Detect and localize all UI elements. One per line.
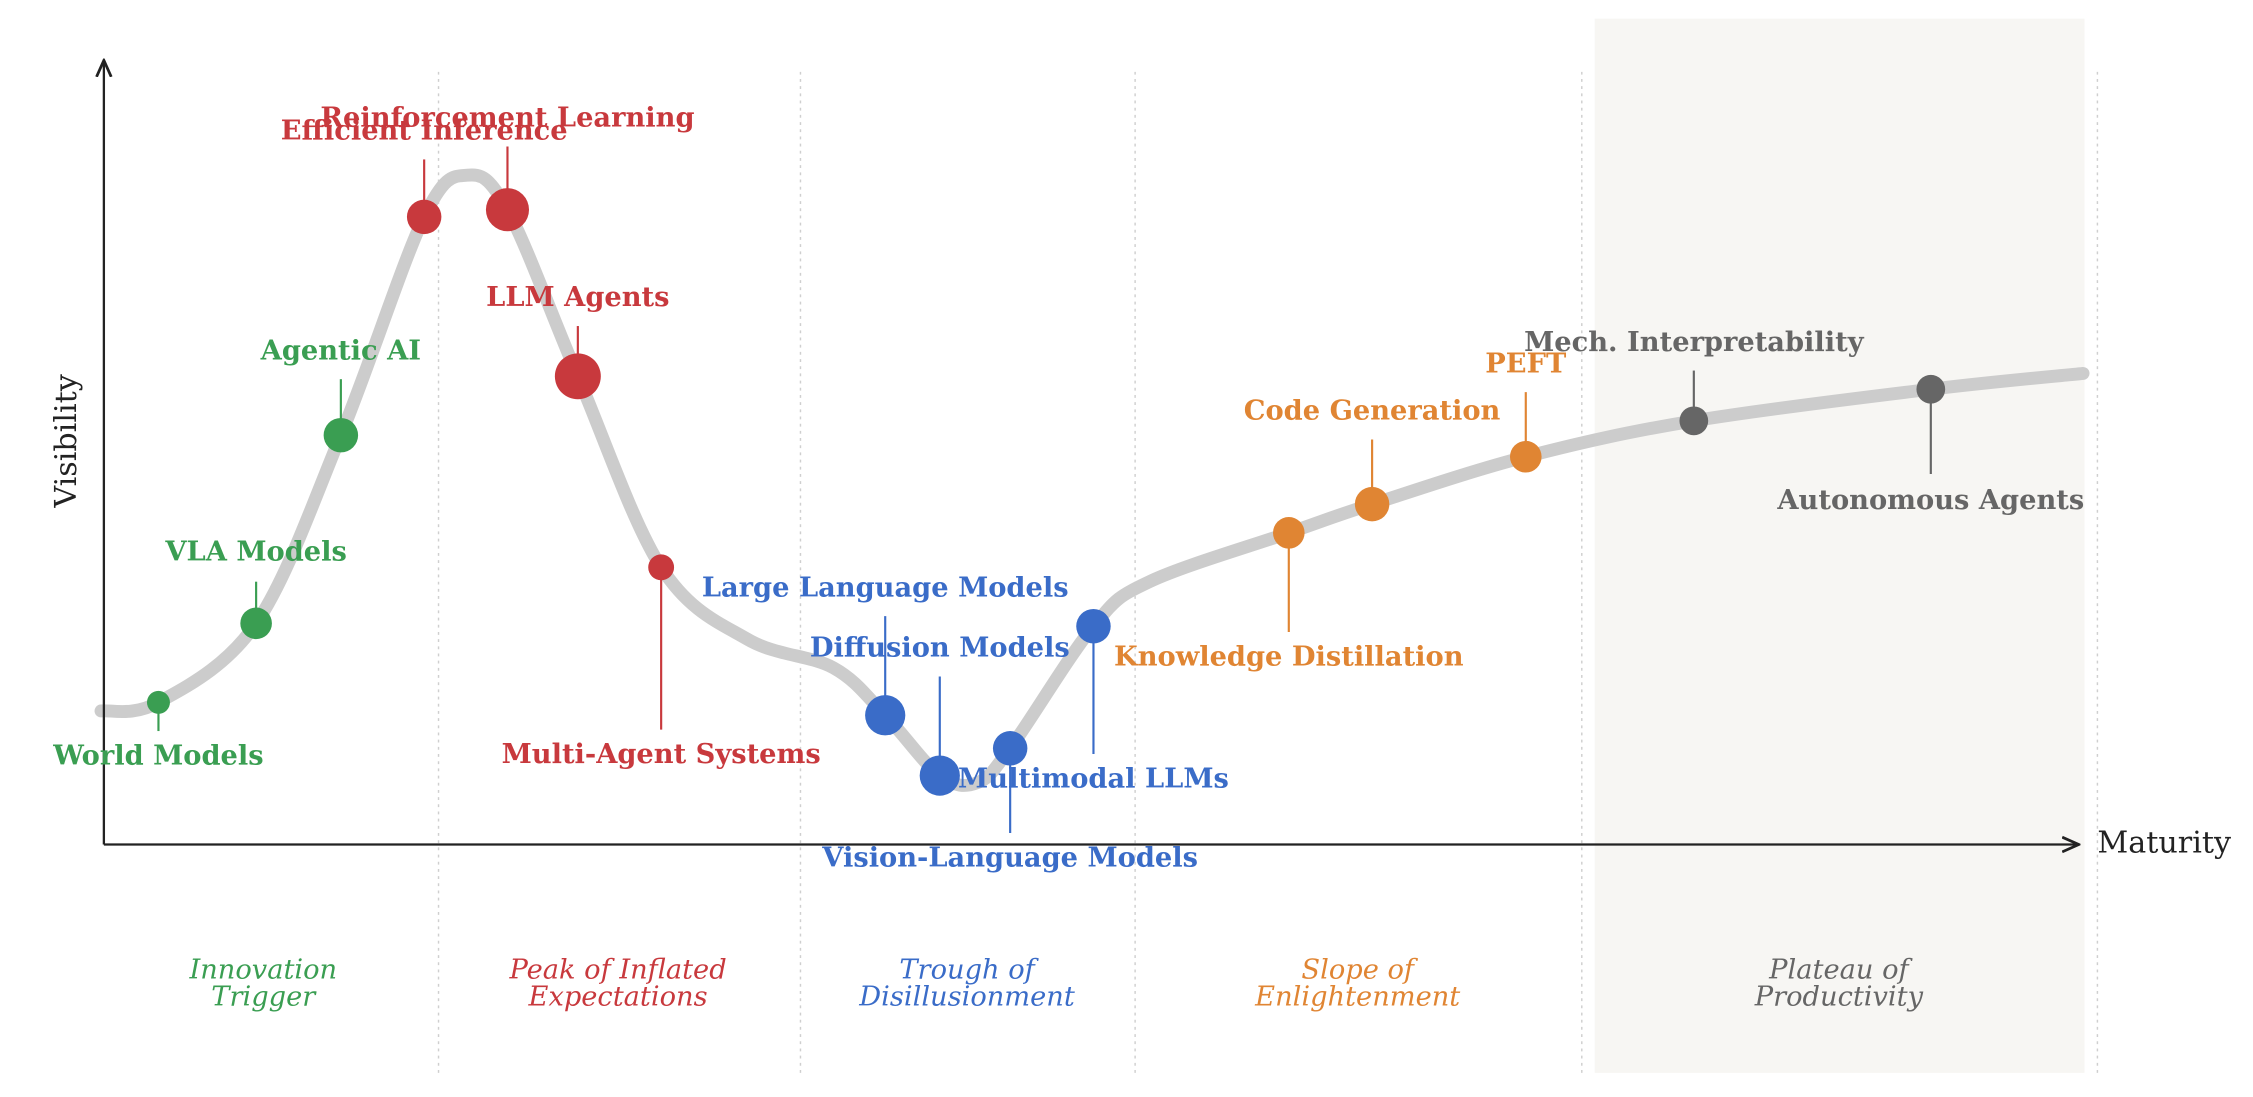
technology: PEFT xyxy=(1485,347,1567,473)
technology: Mech. Interpretability xyxy=(1524,326,1865,436)
technology-label: Mech. Interpretability xyxy=(1524,326,1865,358)
technologies: World Models VLA Models Agentic AI Efficien… xyxy=(52,102,2084,874)
technology-point xyxy=(1354,486,1390,522)
phase-label: Trough of xyxy=(899,954,1039,985)
phase-label: Expectations xyxy=(528,982,708,1013)
technology: Large Language Models xyxy=(702,571,1069,736)
phase-label: Trigger xyxy=(211,982,317,1013)
technology-label: Large Language Models xyxy=(702,571,1069,603)
technology-label: LLM Agents xyxy=(486,281,669,313)
technology-point xyxy=(1916,374,1946,404)
technology-label: World Models xyxy=(52,739,263,771)
technology-point xyxy=(554,353,601,400)
phase-label: Slope of xyxy=(1301,954,1418,985)
technology-point xyxy=(406,199,442,235)
technology: Knowledge Distillation xyxy=(1114,517,1464,672)
technology: Multi-Agent Systems xyxy=(502,554,821,770)
technology-point xyxy=(1679,406,1709,436)
technology-point xyxy=(240,607,272,640)
technology: Multimodal LLMs xyxy=(958,608,1229,794)
technology: Code Generation xyxy=(1244,395,1501,522)
plateau-shade xyxy=(1594,18,2085,1073)
technology-point xyxy=(992,731,1028,766)
technology: LLM Agents xyxy=(486,281,670,400)
technology-point xyxy=(865,695,906,736)
phase-label: Disillusionment xyxy=(858,982,1075,1013)
technology-label: Reinforcement Learning xyxy=(320,102,694,134)
technology-label: Efficient Inference xyxy=(281,115,568,147)
technology-label: Knowledge Distillation xyxy=(1114,640,1464,672)
phase-label: Productivity xyxy=(1754,982,1924,1013)
technology-label: PEFT xyxy=(1485,347,1567,379)
phase-dividers xyxy=(437,71,2099,1073)
technology: Diffusion Models xyxy=(810,632,1070,796)
technology-label: Vision-Language Models xyxy=(821,841,1198,873)
technology-label: Agentic AI xyxy=(260,334,421,366)
technology: Vision-Language Models xyxy=(821,731,1198,873)
technology-point xyxy=(1076,608,1111,644)
technology-label: Diffusion Models xyxy=(810,632,1070,664)
technology-point xyxy=(1509,440,1542,473)
technology-point xyxy=(648,554,675,581)
technology: Autonomous Agents xyxy=(1776,374,2084,516)
technology: Reinforcement Learning xyxy=(320,102,695,232)
technology: Efficient Inference xyxy=(281,115,568,235)
phase-label: Plateau of xyxy=(1768,954,1913,985)
technology-label: VLA Models xyxy=(164,535,346,567)
phase-label: Innovation xyxy=(188,954,337,985)
technology: Agentic AI xyxy=(260,334,421,453)
technology-label: Autonomous Agents xyxy=(1776,484,2084,516)
technology-point xyxy=(485,188,530,232)
technology-label: Multi-Agent Systems xyxy=(502,738,821,770)
y-axis-label: Visibility xyxy=(49,374,84,508)
technology: VLA Models xyxy=(164,535,347,640)
phase-label: Enlightenment xyxy=(1254,982,1460,1013)
phase-label: Peak of Inflated xyxy=(508,954,726,985)
x-axis-label: Maturity xyxy=(2097,826,2231,861)
technology-label: Code Generation xyxy=(1244,395,1501,427)
technology-label: Multimodal LLMs xyxy=(958,762,1229,794)
technology-point xyxy=(146,690,170,714)
technology-point xyxy=(919,755,960,796)
technology-point xyxy=(323,417,359,453)
technology: World Models xyxy=(52,690,264,771)
technology-point xyxy=(1272,517,1305,549)
